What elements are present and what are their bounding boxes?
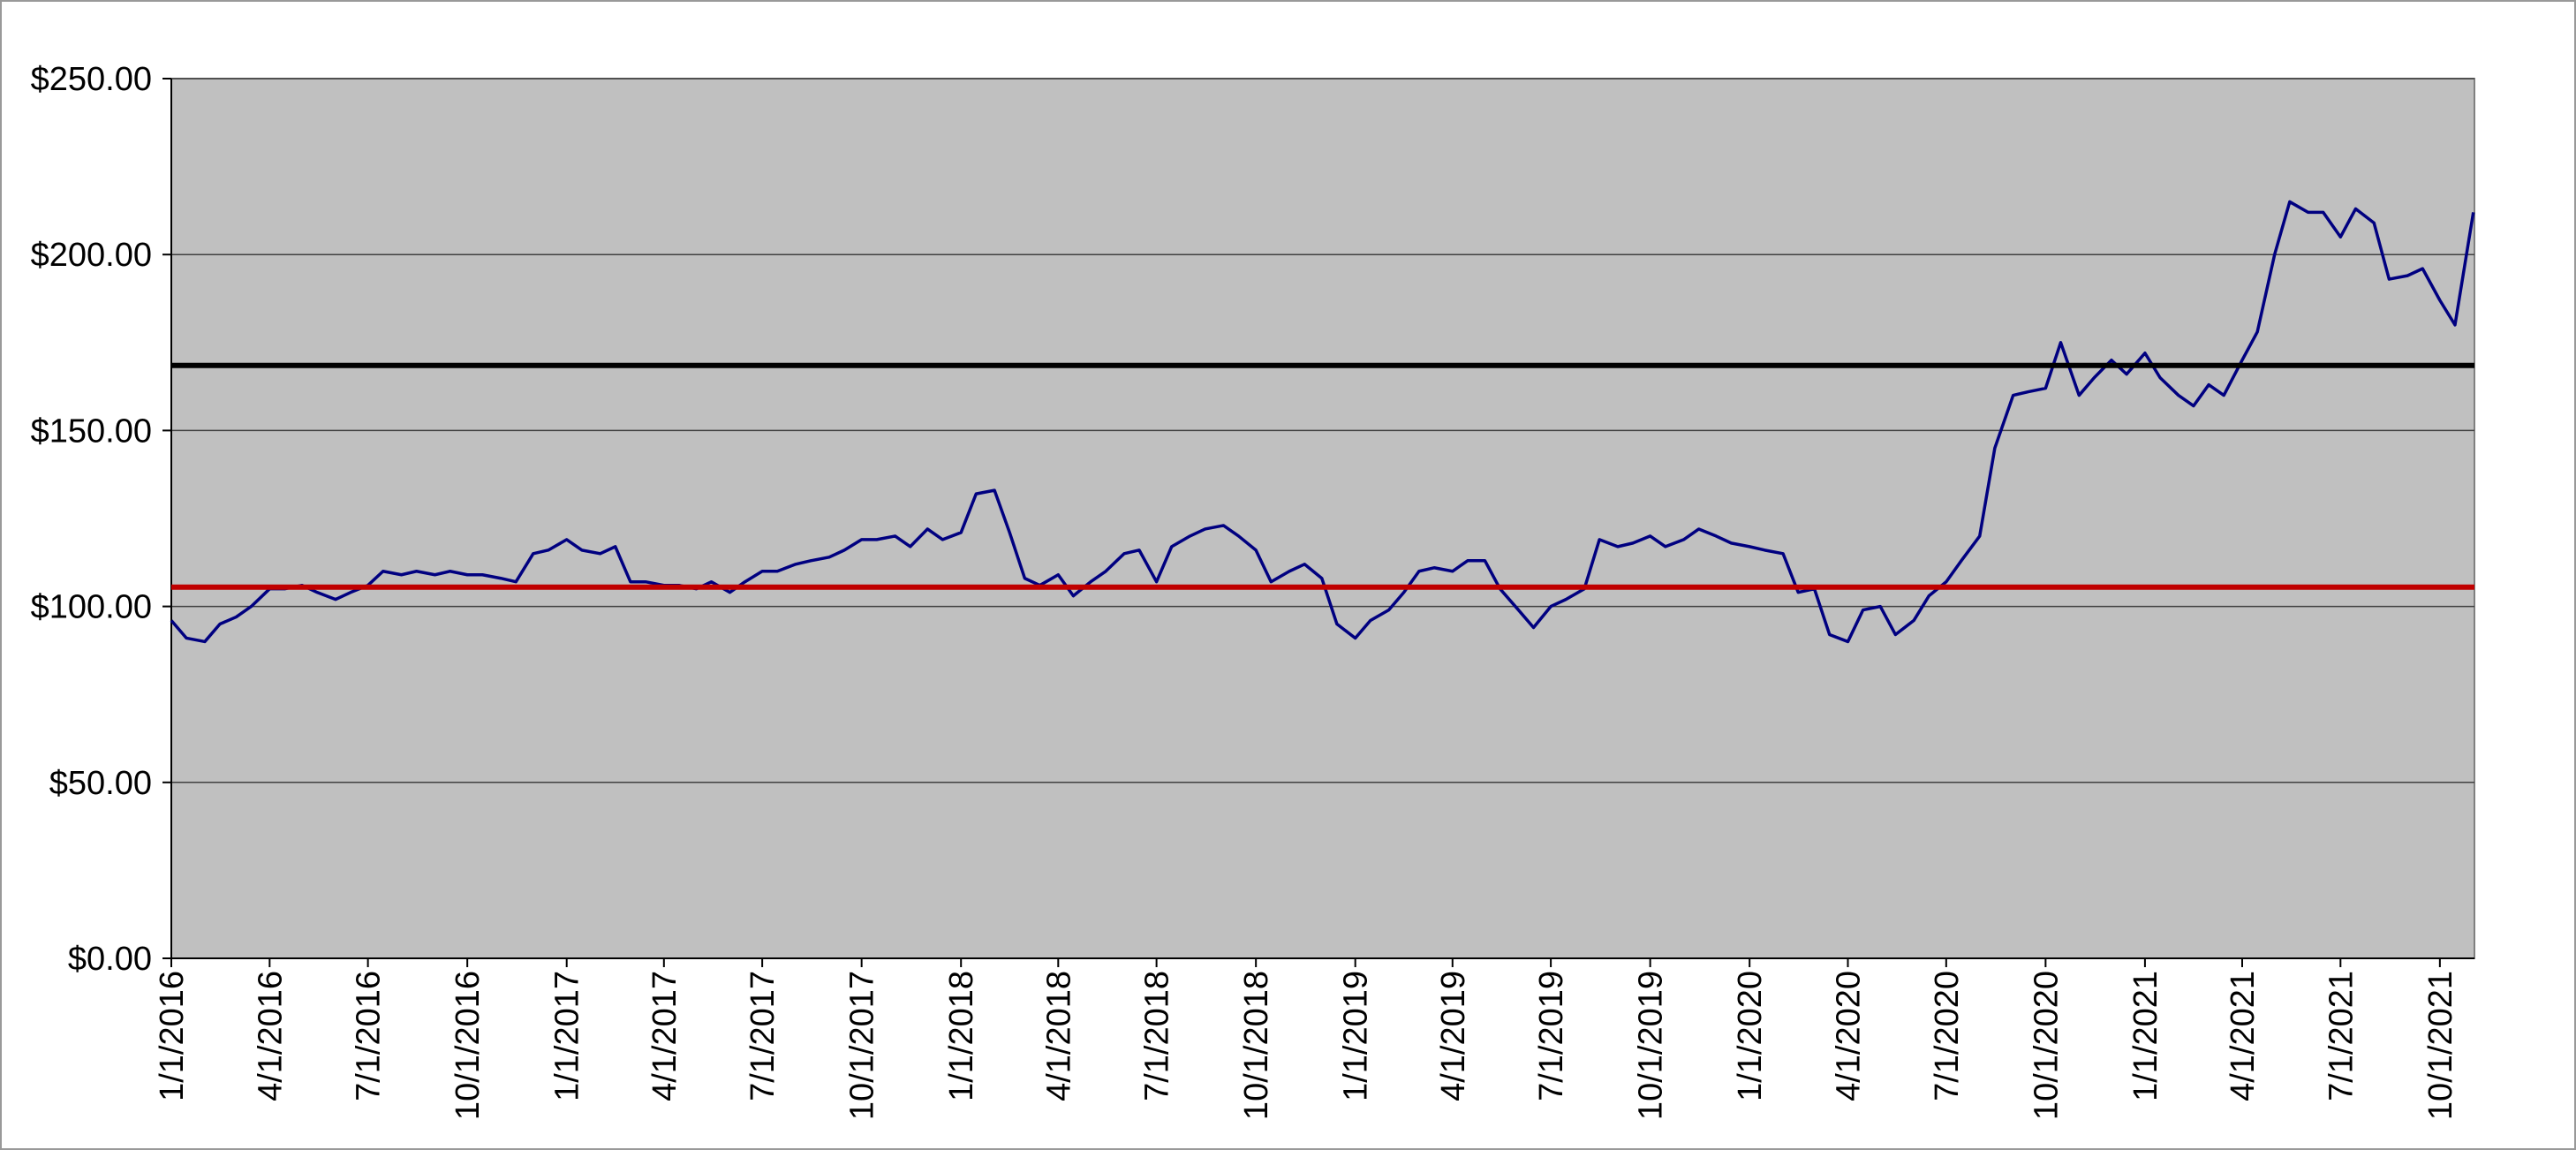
x-tick-label: 10/1/2021: [2422, 971, 2459, 1120]
x-tick-label: 10/1/2020: [2028, 971, 2065, 1120]
x-tick-label: 4/1/2020: [1831, 971, 1868, 1101]
x-tick-label: 7/1/2020: [1929, 971, 1966, 1101]
x-tick-label: 10/1/2019: [1633, 971, 1670, 1120]
x-tick-label: 7/1/2021: [2323, 971, 2360, 1101]
x-tick-label: 7/1/2017: [744, 971, 782, 1101]
x-tick-label: 10/1/2018: [1238, 971, 1275, 1120]
y-tick-label: $200.00: [31, 237, 152, 274]
x-tick-label: 7/1/2019: [1533, 971, 1570, 1101]
x-tick-label: 1/1/2016: [154, 971, 191, 1101]
y-tick-label: $150.00: [31, 412, 152, 450]
price-line: [170, 200, 2475, 644]
y-tick-label: $100.00: [31, 589, 152, 626]
x-tick-label: 4/1/2017: [646, 971, 684, 1101]
x-tick-label: 10/1/2016: [449, 971, 487, 1120]
x-tick-label: 1/1/2019: [1338, 971, 1375, 1101]
x-tick-label: 7/1/2016: [351, 971, 388, 1101]
x-tick-label: 4/1/2018: [1040, 971, 1077, 1101]
x-tick-label: 4/1/2016: [252, 971, 289, 1101]
x-tick-label: 7/1/2018: [1139, 971, 1176, 1101]
x-tick-label: 1/1/2018: [943, 971, 980, 1101]
x-tick-label: 4/1/2019: [1435, 971, 1472, 1101]
x-tick-label: 1/1/2021: [2127, 971, 2164, 1101]
x-tick-label: 4/1/2021: [2225, 971, 2262, 1101]
plot-area: [170, 78, 2475, 959]
y-tick-label: $50.00: [49, 765, 152, 802]
y-tick-label: $0.00: [68, 941, 152, 978]
x-tick-label: 1/1/2020: [1732, 971, 1769, 1101]
x-tick-label: 10/1/2017: [844, 971, 881, 1120]
x-tick-label: 1/1/2017: [549, 971, 586, 1101]
y-tick-label: $250.00: [31, 61, 152, 98]
